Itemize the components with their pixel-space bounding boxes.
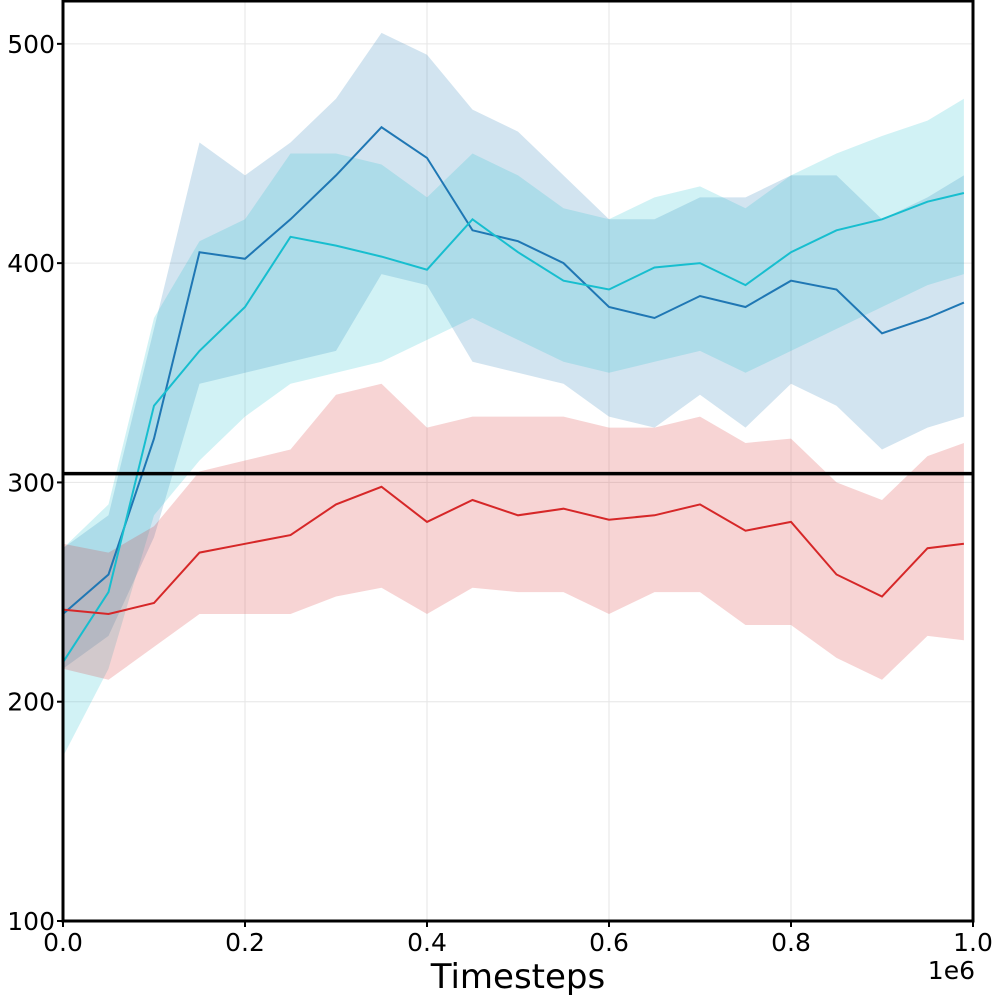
x-tick-label: 0.6 <box>589 928 629 957</box>
series-1-line <box>62 125 965 615</box>
x-axis-ticks: 0.0 0.2 0.4 0.6 0.8 1.0 <box>43 921 993 957</box>
series-2-line <box>62 192 965 663</box>
y-tick-label: 100 <box>7 907 55 936</box>
series-lines <box>62 125 965 663</box>
confidence-bands <box>63 32 964 757</box>
y-axis-ticks: 100 200 300 400 500 <box>7 30 63 936</box>
y-tick-label: 300 <box>7 468 55 497</box>
y-tick-label: 200 <box>7 688 55 717</box>
series-1-band <box>63 32 964 669</box>
x-tick-label: 0.2 <box>225 928 265 957</box>
x-tick-label: 1.0 <box>953 928 993 957</box>
series-2-band <box>63 98 964 757</box>
x-tick-label: 0.8 <box>771 928 811 957</box>
series-3-line <box>62 485 965 616</box>
x-tick-label: 0.0 <box>43 928 83 957</box>
plot-frame <box>61 0 975 923</box>
x-tick-label: 0.4 <box>407 928 447 957</box>
x-axis-offset-label: 1e6 <box>928 956 975 985</box>
y-tick-label: 500 <box>7 30 55 59</box>
y-tick-label: 400 <box>7 249 55 278</box>
series-3-band <box>63 383 964 680</box>
x-axis-label: Timesteps <box>430 957 605 997</box>
